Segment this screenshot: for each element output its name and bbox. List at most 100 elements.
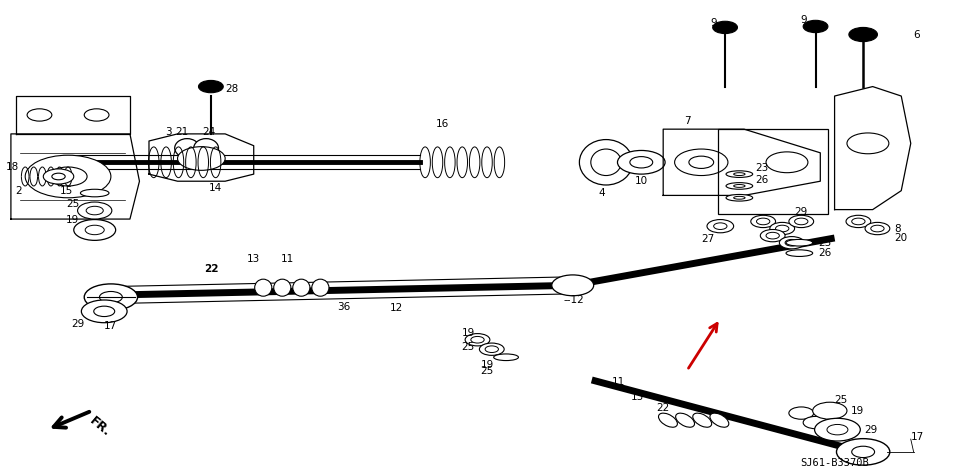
Circle shape: [789, 215, 814, 228]
Circle shape: [94, 306, 115, 317]
Text: 28: 28: [225, 84, 239, 94]
Text: 11: 11: [612, 377, 626, 387]
Circle shape: [674, 149, 728, 176]
Text: 21: 21: [176, 127, 189, 137]
Text: 20: 20: [895, 233, 907, 243]
Ellipse shape: [80, 189, 109, 197]
Circle shape: [756, 218, 770, 225]
Circle shape: [846, 215, 871, 228]
Circle shape: [99, 291, 122, 303]
Circle shape: [852, 446, 875, 457]
Circle shape: [178, 147, 225, 170]
Ellipse shape: [274, 279, 291, 296]
Text: 26: 26: [818, 248, 832, 258]
Polygon shape: [835, 87, 911, 209]
Ellipse shape: [733, 173, 745, 176]
Ellipse shape: [786, 239, 813, 246]
Ellipse shape: [733, 197, 745, 199]
Text: 13: 13: [247, 254, 261, 264]
Circle shape: [86, 206, 103, 215]
Text: 22: 22: [656, 403, 669, 413]
Text: 29: 29: [864, 425, 878, 435]
Circle shape: [827, 425, 848, 435]
Circle shape: [849, 28, 878, 41]
Ellipse shape: [786, 250, 813, 257]
Circle shape: [27, 109, 52, 121]
Text: 10: 10: [635, 176, 647, 186]
Circle shape: [85, 225, 104, 235]
Circle shape: [81, 300, 127, 323]
Text: 17: 17: [104, 320, 117, 330]
Text: 9: 9: [711, 18, 717, 28]
Text: 25: 25: [461, 342, 475, 352]
Circle shape: [813, 402, 847, 419]
Circle shape: [707, 219, 733, 233]
Circle shape: [25, 155, 111, 198]
Circle shape: [779, 237, 804, 249]
Circle shape: [766, 232, 779, 239]
Text: 19: 19: [66, 215, 79, 225]
Polygon shape: [663, 129, 820, 196]
Text: 25: 25: [66, 199, 79, 209]
Ellipse shape: [726, 183, 753, 189]
Text: 3: 3: [164, 127, 171, 137]
Text: 6: 6: [914, 30, 921, 40]
Ellipse shape: [293, 279, 310, 296]
Ellipse shape: [710, 413, 729, 427]
Text: 23: 23: [755, 163, 769, 173]
Text: 25: 25: [480, 367, 494, 377]
Circle shape: [43, 169, 74, 184]
Circle shape: [760, 229, 785, 242]
Circle shape: [785, 239, 798, 246]
Circle shape: [795, 218, 808, 225]
Ellipse shape: [175, 139, 200, 158]
Circle shape: [485, 346, 499, 353]
Ellipse shape: [312, 279, 329, 296]
Circle shape: [712, 21, 737, 34]
Circle shape: [852, 218, 865, 225]
Circle shape: [471, 337, 484, 343]
Text: 18: 18: [6, 162, 19, 172]
Text: 7: 7: [684, 116, 690, 126]
Ellipse shape: [580, 139, 633, 185]
Circle shape: [837, 439, 890, 465]
Circle shape: [689, 156, 713, 169]
Text: 9: 9: [801, 15, 807, 25]
Circle shape: [630, 157, 652, 168]
Text: 8: 8: [895, 224, 902, 234]
Text: 19: 19: [461, 327, 475, 337]
Circle shape: [84, 109, 109, 121]
Polygon shape: [149, 134, 254, 181]
Text: FR.: FR.: [87, 414, 113, 439]
Circle shape: [766, 152, 808, 173]
Circle shape: [803, 416, 828, 429]
Circle shape: [815, 418, 860, 441]
Circle shape: [52, 173, 65, 180]
Ellipse shape: [726, 195, 753, 201]
Text: 17: 17: [911, 432, 924, 442]
Circle shape: [199, 80, 223, 93]
Circle shape: [803, 20, 828, 33]
Ellipse shape: [255, 279, 272, 296]
Ellipse shape: [675, 413, 694, 427]
Text: 25: 25: [835, 395, 848, 405]
Ellipse shape: [726, 171, 753, 178]
Ellipse shape: [591, 149, 622, 176]
Text: 4: 4: [598, 188, 605, 198]
Text: 19: 19: [851, 406, 864, 416]
Text: 2: 2: [15, 186, 22, 196]
Circle shape: [775, 225, 789, 232]
Ellipse shape: [194, 139, 219, 158]
Circle shape: [789, 407, 814, 419]
Text: 19: 19: [480, 360, 494, 370]
Text: 11: 11: [281, 254, 294, 264]
Circle shape: [865, 222, 890, 235]
Polygon shape: [15, 96, 130, 134]
Circle shape: [49, 167, 87, 186]
Text: 22: 22: [203, 264, 218, 274]
Text: 12: 12: [390, 303, 403, 313]
Text: 16: 16: [435, 119, 449, 129]
Circle shape: [84, 284, 138, 310]
Text: 24: 24: [202, 127, 216, 137]
Ellipse shape: [692, 413, 711, 427]
